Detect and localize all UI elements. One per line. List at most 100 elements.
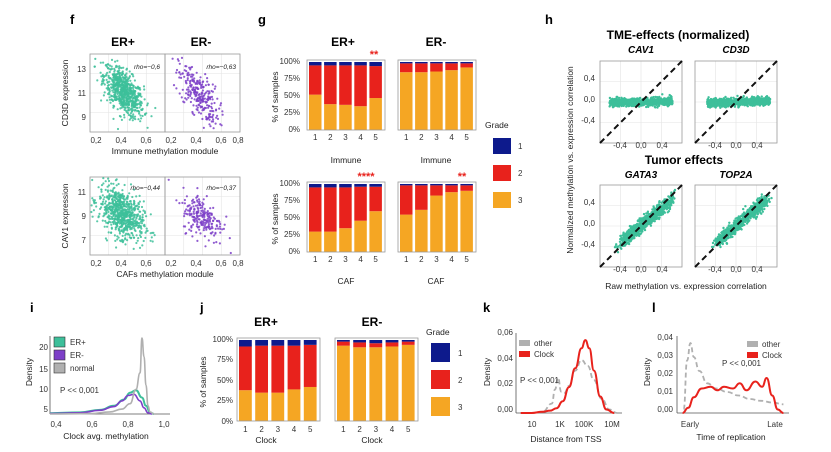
scatter-point bbox=[114, 191, 117, 194]
f-top-erneg-plot: rho=−0,63 bbox=[164, 53, 241, 133]
scatter-point bbox=[181, 72, 184, 75]
category-tick: 2 bbox=[328, 255, 333, 264]
scatter-point bbox=[143, 88, 146, 91]
scatter-point bbox=[128, 234, 131, 237]
scatter-point bbox=[121, 216, 124, 219]
scatter-point bbox=[187, 221, 190, 224]
scatter-point bbox=[144, 236, 147, 239]
f-bottom-xtick: 0,6 bbox=[215, 259, 227, 268]
h-subtitle: Tumor effects bbox=[645, 153, 724, 167]
scatter-point bbox=[214, 85, 217, 88]
scatter-point bbox=[218, 242, 221, 245]
scatter-point bbox=[210, 109, 214, 113]
scatter-point bbox=[202, 108, 205, 112]
scatter-point bbox=[120, 214, 123, 217]
scatter-point bbox=[201, 81, 204, 84]
scatter-point bbox=[209, 125, 212, 128]
scatter-point bbox=[712, 99, 716, 102]
scatter-point bbox=[629, 239, 632, 243]
scatter-point bbox=[720, 97, 723, 101]
scatter-point bbox=[208, 216, 211, 219]
category-tick: 2 bbox=[328, 133, 333, 142]
g-ytick: 50% bbox=[284, 213, 300, 222]
scatter-point bbox=[623, 102, 626, 105]
scatter-point bbox=[108, 98, 112, 101]
scatter-point bbox=[198, 82, 201, 86]
scatter-point bbox=[218, 107, 221, 110]
g-star-caf-erneg: ** bbox=[458, 171, 467, 183]
scatter-point bbox=[214, 122, 217, 125]
scatter-point bbox=[108, 91, 111, 94]
scatter-point bbox=[759, 102, 762, 105]
scatter-point bbox=[196, 98, 199, 101]
scatter-point bbox=[664, 101, 667, 104]
scatter-point bbox=[127, 113, 131, 117]
scatter-point bbox=[185, 208, 188, 211]
scatter-point bbox=[117, 67, 120, 70]
scatter-point bbox=[115, 207, 118, 211]
scatter-point bbox=[113, 234, 116, 237]
scatter-point bbox=[215, 219, 219, 222]
scatter-point bbox=[203, 94, 206, 97]
scatter-point bbox=[203, 221, 206, 224]
scatter-point bbox=[616, 101, 620, 104]
scatter-point bbox=[760, 95, 763, 98]
bar-segment-grade2 bbox=[339, 65, 352, 105]
scatter-point bbox=[95, 205, 98, 208]
scatter-point bbox=[118, 114, 121, 118]
scatter-point bbox=[186, 205, 189, 208]
g-legend-swatch-3 bbox=[493, 192, 511, 208]
scatter-point bbox=[139, 235, 142, 239]
scatter-point bbox=[103, 208, 106, 211]
scatter-point bbox=[654, 106, 657, 109]
scatter-point bbox=[611, 97, 614, 101]
scatter-point bbox=[126, 195, 129, 198]
scatter-point bbox=[138, 215, 142, 218]
scatter-point bbox=[623, 97, 626, 100]
h-gene-label: GATA3 bbox=[625, 170, 658, 181]
scatter-point bbox=[107, 184, 111, 187]
scatter-point bbox=[187, 90, 190, 94]
scatter-point bbox=[632, 98, 636, 102]
scatter-point bbox=[657, 216, 661, 219]
bar-segment-grade2 bbox=[324, 65, 337, 105]
scatter-point bbox=[188, 228, 191, 231]
scatter-point bbox=[106, 99, 109, 102]
scatter-point bbox=[125, 104, 128, 107]
scatter-point bbox=[125, 211, 129, 214]
scatter-point bbox=[128, 86, 131, 89]
scatter-point bbox=[122, 66, 125, 69]
scatter-point bbox=[202, 198, 205, 201]
scatter-point bbox=[208, 96, 212, 100]
scatter-point bbox=[225, 215, 228, 218]
bar-segment-grade1 bbox=[339, 62, 352, 66]
bar-segment-grade1 bbox=[415, 184, 428, 186]
scatter-point bbox=[614, 97, 617, 101]
scatter-point bbox=[138, 112, 141, 115]
category-tick: 4 bbox=[449, 133, 454, 142]
scatter-point bbox=[132, 224, 135, 227]
scatter-point bbox=[202, 97, 205, 101]
scatter-point bbox=[128, 76, 131, 79]
scatter-point bbox=[620, 239, 624, 242]
scatter-point bbox=[136, 87, 139, 90]
scatter-point bbox=[213, 101, 216, 105]
scatter-point bbox=[136, 107, 139, 110]
scatter-point bbox=[129, 79, 132, 82]
scatter-point bbox=[204, 245, 207, 248]
f-top-xtick: 0,6 bbox=[215, 136, 227, 145]
scatter-point bbox=[122, 228, 125, 231]
scatter-point bbox=[151, 240, 154, 243]
scatter-point bbox=[105, 87, 108, 90]
bar-segment-grade3 bbox=[309, 231, 322, 252]
bar-segment-grade3 bbox=[460, 190, 473, 252]
scatter-point bbox=[113, 199, 116, 202]
scatter-point bbox=[178, 76, 181, 79]
scatter-point bbox=[197, 198, 201, 201]
category-tick: 2 bbox=[419, 133, 424, 142]
scatter-point bbox=[197, 202, 201, 205]
scatter-point bbox=[131, 234, 134, 237]
scatter-point bbox=[179, 73, 182, 76]
scatter-point bbox=[188, 80, 192, 83]
